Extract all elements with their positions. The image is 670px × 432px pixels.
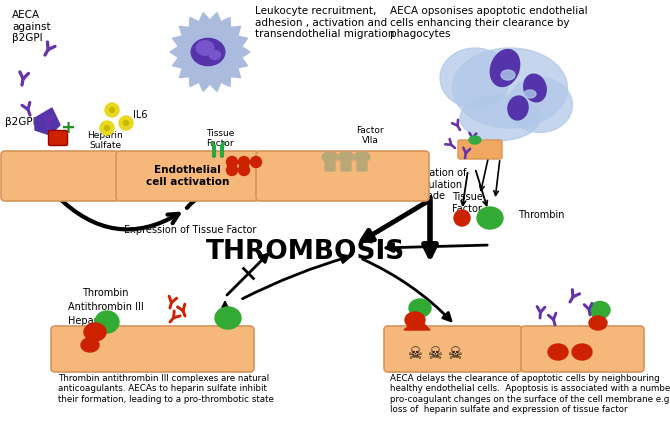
Circle shape [109, 108, 115, 112]
Ellipse shape [210, 51, 220, 60]
Polygon shape [35, 108, 60, 135]
Text: Leukocyte recruitment,
adhesion , activation and
transendothelial migration: Leukocyte recruitment, adhesion , activa… [255, 6, 395, 39]
Text: +: + [60, 119, 76, 137]
Ellipse shape [354, 152, 370, 162]
Circle shape [100, 121, 114, 135]
Ellipse shape [95, 311, 119, 333]
Text: Thrombin: Thrombin [518, 210, 565, 220]
Text: ☠: ☠ [427, 345, 442, 363]
Circle shape [251, 156, 261, 168]
Ellipse shape [440, 48, 510, 108]
Text: AECA
against
β2GPI: AECA against β2GPI [12, 10, 51, 43]
Circle shape [226, 165, 237, 175]
Text: IL6: IL6 [133, 110, 147, 120]
Text: THROMBOSIS: THROMBOSIS [206, 239, 405, 265]
Ellipse shape [490, 50, 520, 86]
Text: Endothelial
cell activation: Endothelial cell activation [146, 165, 229, 187]
Ellipse shape [589, 316, 607, 330]
FancyBboxPatch shape [116, 151, 259, 201]
Ellipse shape [469, 136, 481, 144]
FancyBboxPatch shape [458, 140, 502, 159]
Text: AECA delays the clearance of apoptotic cells by neighbouring
healthy endothelial: AECA delays the clearance of apoptotic c… [390, 374, 670, 414]
Text: Tissue
Factor: Tissue Factor [452, 192, 483, 213]
Circle shape [119, 116, 133, 130]
FancyBboxPatch shape [256, 151, 429, 201]
FancyBboxPatch shape [521, 326, 644, 372]
Text: Thrombin antithrombin III complexes are natural
anticoagulants. AECAs to heparin: Thrombin antithrombin III complexes are … [58, 374, 274, 404]
Text: Expression of Tissue Factor: Expression of Tissue Factor [124, 225, 256, 235]
Ellipse shape [338, 152, 354, 162]
Text: ☠: ☠ [407, 345, 423, 363]
Ellipse shape [322, 152, 338, 162]
Ellipse shape [507, 77, 572, 133]
Ellipse shape [524, 74, 546, 102]
Text: ☠: ☠ [448, 345, 462, 363]
FancyBboxPatch shape [357, 161, 367, 171]
Ellipse shape [196, 41, 214, 55]
Circle shape [226, 156, 237, 168]
Circle shape [239, 156, 249, 168]
Circle shape [105, 103, 119, 117]
FancyBboxPatch shape [341, 161, 351, 171]
Ellipse shape [501, 70, 515, 80]
Text: Antithrombin III: Antithrombin III [68, 302, 144, 312]
Ellipse shape [81, 338, 99, 352]
Ellipse shape [460, 95, 540, 140]
Ellipse shape [405, 312, 425, 328]
Circle shape [239, 165, 249, 175]
Ellipse shape [524, 90, 536, 98]
Ellipse shape [548, 344, 568, 360]
FancyBboxPatch shape [1, 151, 119, 201]
Ellipse shape [477, 207, 503, 229]
Circle shape [454, 210, 470, 226]
Text: Activation of
coagulation
cascade: Activation of coagulation cascade [405, 168, 466, 201]
Ellipse shape [590, 302, 610, 318]
Circle shape [123, 121, 129, 126]
Text: Heparin
Sulfate: Heparin Sulfate [87, 130, 123, 150]
Ellipse shape [409, 299, 431, 317]
Ellipse shape [452, 48, 567, 128]
Ellipse shape [84, 323, 106, 341]
FancyBboxPatch shape [325, 161, 335, 171]
Text: β2GPI: β2GPI [5, 117, 36, 127]
Text: Thrombin: Thrombin [82, 288, 129, 298]
Ellipse shape [191, 38, 225, 66]
Polygon shape [170, 13, 250, 92]
FancyBboxPatch shape [51, 326, 254, 372]
Text: Tissue
Factor: Tissue Factor [206, 129, 234, 148]
Ellipse shape [572, 344, 592, 360]
Text: Factor
VIIa: Factor VIIa [356, 126, 384, 145]
Circle shape [105, 126, 109, 130]
FancyBboxPatch shape [48, 130, 68, 146]
Ellipse shape [215, 307, 241, 329]
Text: AECA opsonises apoptotic endothelial
cells enhancing their clearance by
phagocyt: AECA opsonises apoptotic endothelial cel… [390, 6, 588, 39]
Text: Heparin
sulfate: Heparin sulfate [68, 316, 107, 337]
FancyBboxPatch shape [384, 326, 522, 372]
Ellipse shape [508, 96, 528, 120]
Polygon shape [404, 318, 430, 330]
